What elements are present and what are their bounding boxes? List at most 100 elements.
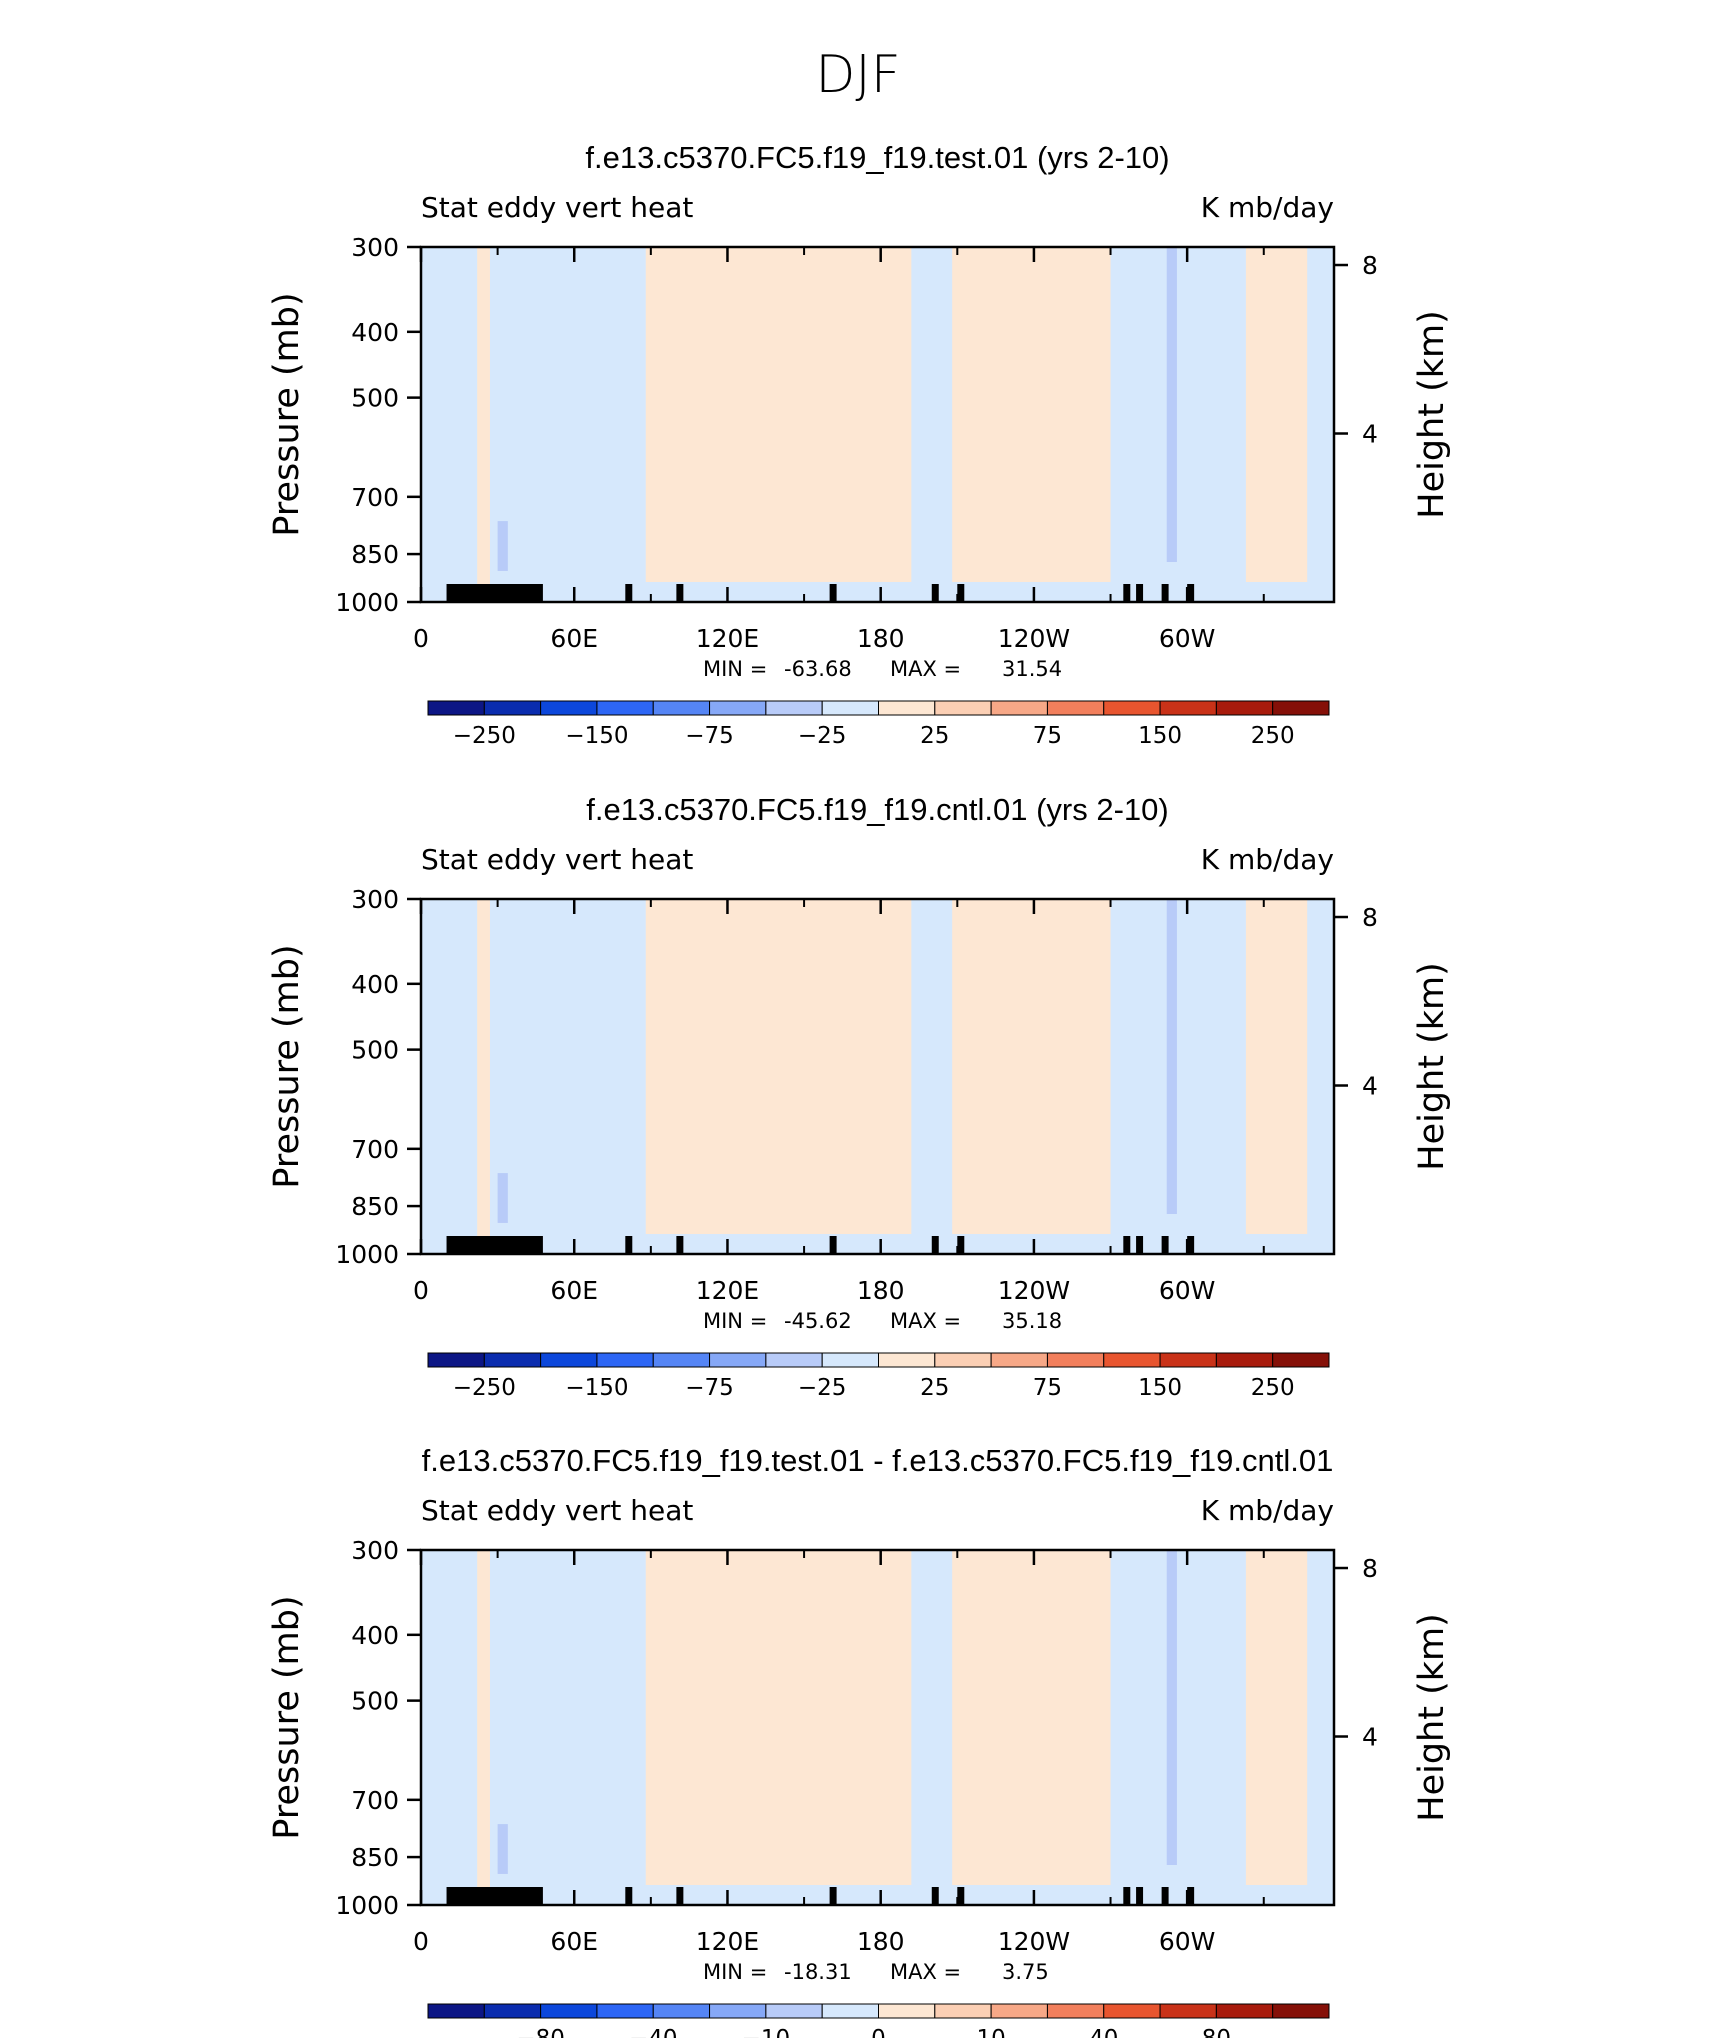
x-tick-label: 180 bbox=[857, 624, 905, 653]
x-tick-label: 120W bbox=[998, 1276, 1070, 1305]
topography-mark bbox=[676, 1236, 684, 1254]
topography-mark bbox=[1161, 584, 1169, 602]
topography-mark bbox=[931, 1887, 939, 1905]
topography-mark bbox=[472, 1887, 480, 1905]
y-tick-label: 400 bbox=[351, 318, 399, 347]
topography-mark bbox=[446, 584, 454, 602]
colorbar-swatch bbox=[1159, 2003, 1217, 2019]
colorbar-swatch bbox=[934, 2003, 992, 2019]
min-value: -18.31 bbox=[784, 1960, 852, 1984]
colorbar-swatch bbox=[596, 2003, 654, 2019]
y-tick-label: 850 bbox=[351, 540, 399, 569]
colorbar-label: −150 bbox=[565, 1375, 628, 1401]
negative-region bbox=[497, 521, 508, 571]
colorbar-label: −75 bbox=[685, 1375, 734, 1401]
colorbar-swatch bbox=[990, 700, 1048, 716]
topography-mark bbox=[497, 1236, 505, 1254]
y-tick-label: 300 bbox=[351, 885, 399, 914]
topography-mark bbox=[1187, 1236, 1195, 1254]
topography-mark bbox=[478, 1887, 486, 1905]
y-axis-title: Pressure (mb) bbox=[267, 1595, 307, 1839]
colorbar-label: 25 bbox=[920, 1375, 949, 1401]
x-tick-label: 0 bbox=[413, 1927, 429, 1956]
colorbar-swatch bbox=[1103, 1352, 1161, 1368]
y-right-axis-title: Height (km) bbox=[1412, 962, 1452, 1171]
y-tick-label: 500 bbox=[351, 1036, 399, 1065]
contour-field bbox=[421, 899, 1334, 1254]
colorbar-label: 150 bbox=[1138, 723, 1182, 749]
topography-mark bbox=[829, 1887, 837, 1905]
topography-mark bbox=[516, 1236, 524, 1254]
topography-mark bbox=[504, 1887, 511, 1905]
colorbar-label: 75 bbox=[1033, 1375, 1062, 1401]
colorbar-label: 250 bbox=[1251, 723, 1295, 749]
colorbar-swatch bbox=[1159, 700, 1217, 716]
y-tick-label: 700 bbox=[351, 1135, 399, 1164]
y-tick-label: 400 bbox=[351, 1621, 399, 1650]
colorbar-label: −75 bbox=[685, 723, 734, 749]
colorbar-swatch bbox=[540, 2003, 598, 2019]
topography-mark bbox=[1123, 1887, 1131, 1905]
negative-region bbox=[1166, 899, 1177, 1214]
topography-mark bbox=[1136, 1887, 1144, 1905]
topography-mark bbox=[523, 584, 531, 602]
y-axis-title: Pressure (mb) bbox=[267, 944, 307, 1188]
x-tick-label: 60E bbox=[550, 624, 598, 653]
topography-mark bbox=[829, 1236, 837, 1254]
y-right-axis-title: Height (km) bbox=[1412, 310, 1452, 519]
topography-mark bbox=[478, 584, 486, 602]
topography-mark bbox=[465, 1887, 473, 1905]
topography-mark bbox=[931, 1236, 939, 1254]
y-tick-label: 850 bbox=[351, 1192, 399, 1221]
colorbar-label: −25 bbox=[798, 1375, 847, 1401]
colorbar-swatch bbox=[878, 700, 936, 716]
colorbar-swatch bbox=[540, 700, 598, 716]
y-tick-label: 500 bbox=[351, 1687, 399, 1716]
y-tick-label: 500 bbox=[351, 384, 399, 413]
colorbar-swatch bbox=[765, 700, 823, 716]
x-tick-label: 60E bbox=[550, 1276, 598, 1305]
colorbar-swatch bbox=[1046, 700, 1105, 716]
topography-mark bbox=[931, 584, 939, 602]
colorbar-swatch bbox=[1272, 700, 1330, 716]
y-tick-label: 700 bbox=[351, 1786, 399, 1815]
positive-region bbox=[1245, 1550, 1308, 1885]
colorbar-swatch bbox=[652, 2003, 711, 2019]
positive-region bbox=[645, 247, 912, 582]
panel-title: f.e13.c5370.FC5.f19_f19.cntl.01 (yrs 2-1… bbox=[586, 792, 1168, 827]
colorbar-swatch bbox=[821, 2003, 879, 2019]
topography-mark bbox=[535, 1236, 543, 1254]
colorbar-label: 0 bbox=[871, 2026, 886, 2038]
topography-mark bbox=[529, 584, 537, 602]
colorbar-swatch bbox=[878, 1352, 936, 1368]
colorbar-swatch bbox=[1046, 1352, 1105, 1368]
colorbar-label: −25 bbox=[798, 723, 847, 749]
topography-mark bbox=[459, 1236, 467, 1254]
negative-region bbox=[1166, 247, 1177, 562]
left-string: Stat eddy vert heat bbox=[421, 843, 693, 876]
colorbar-swatch bbox=[427, 1352, 485, 1368]
topography-mark bbox=[510, 1236, 518, 1254]
topography-mark bbox=[497, 1887, 505, 1905]
contour-field bbox=[421, 1550, 1334, 1905]
colorbar-label: −40 bbox=[629, 2026, 678, 2038]
x-tick-label: 180 bbox=[857, 1927, 905, 1956]
panel-title: f.e13.c5370.FC5.f19_f19.test.01 (yrs 2-1… bbox=[585, 140, 1169, 175]
topography-mark bbox=[504, 1236, 511, 1254]
x-tick-label: 120W bbox=[998, 624, 1070, 653]
y-axis-title: Pressure (mb) bbox=[267, 292, 307, 536]
topography-mark bbox=[465, 1236, 473, 1254]
y-tick-label: 1000 bbox=[335, 1240, 399, 1269]
positive-region bbox=[952, 899, 1111, 1234]
y-right-tick-label: 4 bbox=[1362, 420, 1378, 449]
colorbar-swatch bbox=[821, 700, 879, 716]
topography-mark bbox=[491, 584, 499, 602]
topography-mark bbox=[491, 1887, 499, 1905]
units-label: K mb/day bbox=[1201, 191, 1334, 224]
figure-title: DJF bbox=[815, 45, 900, 105]
topography-mark bbox=[452, 1236, 460, 1254]
colorbar-label: 150 bbox=[1138, 1375, 1182, 1401]
positive-region bbox=[952, 247, 1111, 582]
y-tick-label: 300 bbox=[351, 1536, 399, 1565]
colorbar-label: −250 bbox=[453, 1375, 516, 1401]
